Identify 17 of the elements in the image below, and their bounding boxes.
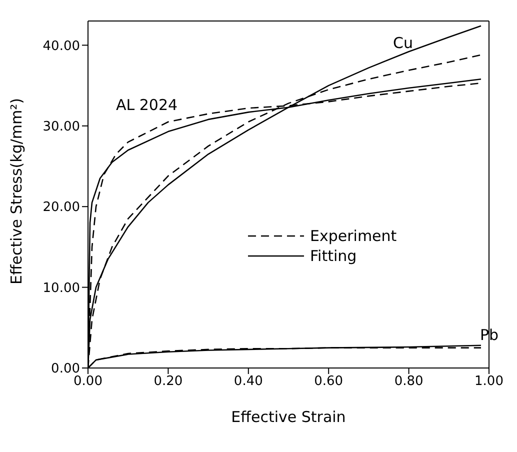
x-tick-label: 0.00 [74, 374, 102, 390]
x-tick-label: 1.00 [474, 374, 504, 390]
y-tick-label: 10.00 [42, 280, 80, 296]
x-tick-label: 0.20 [154, 374, 183, 390]
x-tick-label: 0.60 [314, 374, 344, 390]
annotation: AL 2024 [116, 96, 178, 114]
y-tick-label: 30.00 [42, 120, 80, 135]
y-tick-label: 0.00 [51, 362, 80, 377]
y-axis-title: Effective Stress(kg/mm²) [7, 98, 26, 284]
x-axis-title: Effective Strain [231, 408, 346, 426]
x-tick-label: 0.80 [394, 374, 424, 390]
x-tick-label: 0.40 [234, 374, 263, 390]
legend-label: Experiment [310, 227, 397, 245]
y-tick-label: 40.00 [42, 38, 80, 54]
legend-label: Fitting [310, 247, 357, 265]
annotation: Cu [393, 34, 413, 52]
y-tick-label: 20.00 [42, 200, 80, 216]
